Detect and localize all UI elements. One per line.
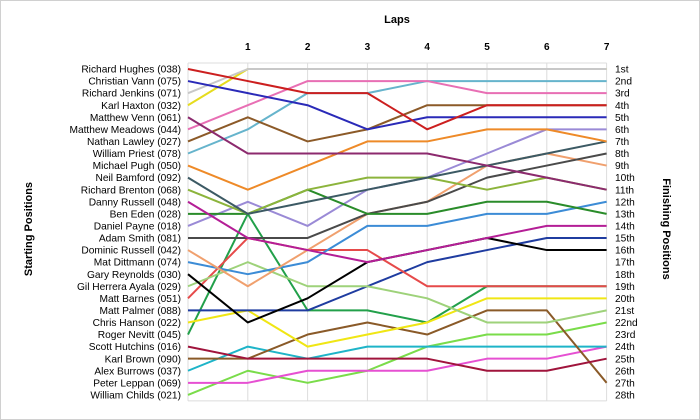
finishing-position-label: 2nd — [615, 77, 632, 88]
series-line-2 — [187, 80, 607, 131]
series-line-26 — [187, 345, 607, 372]
starting-position-label: Chris Hanson (022) — [93, 318, 181, 329]
starting-position-label: William Priest (078) — [93, 149, 181, 160]
finishing-position-label: 25th — [615, 354, 635, 365]
finishing-position-label: 4th — [615, 101, 629, 112]
finishing-position-labels: 1st2nd3rd4th5th6th7th8th9th10th11th12th1… — [615, 65, 638, 402]
right-axis-title: Finishing Positions — [660, 178, 672, 279]
starting-position-label: Matthew Meadows (044) — [69, 125, 181, 136]
starting-position-labels: Richard Hughes (038)Christian Vann (075)… — [69, 65, 181, 402]
finishing-position-label: 15th — [615, 234, 635, 245]
series-line-17 — [187, 200, 607, 276]
finishing-position-label: 7th — [615, 137, 629, 148]
finishing-position-label: 8th — [615, 149, 629, 160]
lap-tick-label: 6 — [544, 42, 550, 53]
series-line-9 — [187, 128, 607, 191]
finishing-position-label: 26th — [615, 366, 635, 377]
finishing-position-label: 10th — [615, 173, 635, 184]
starting-position-label: Danny Russell (048) — [89, 197, 181, 208]
starting-position-label: Roger Nevitt (045) — [98, 330, 181, 341]
finishing-position-label: 1st — [615, 65, 629, 76]
grid-layer — [187, 62, 608, 402]
series-layer — [187, 68, 608, 396]
left-axis-title: Starting Positions — [23, 182, 35, 276]
starting-position-label: Richard Brenton (068) — [81, 185, 181, 196]
series-line-3 — [187, 68, 607, 95]
finishing-position-label: 6th — [615, 125, 629, 136]
starting-position-label: Daniel Payne (018) — [94, 222, 181, 233]
starting-position-label: Ben Eden (028) — [110, 209, 181, 220]
series-line-5 — [187, 116, 607, 191]
starting-position-label: Alex Burrows (037) — [94, 366, 181, 377]
finishing-position-label: 22nd — [615, 318, 638, 329]
starting-position-label: Michael Pugh (050) — [93, 161, 181, 172]
series-line-10 — [187, 140, 607, 215]
series-line-12 — [187, 200, 607, 264]
finishing-position-label: 9th — [615, 161, 629, 172]
finishing-position-label: 3rd — [615, 89, 630, 100]
starting-position-label: Scott Hutchins (016) — [89, 342, 181, 353]
starting-position-label: Christian Vann (075) — [88, 77, 181, 88]
starting-position-label: Gil Herrera Ayala (029) — [77, 282, 181, 293]
starting-position-label: Richard Jenkins (071) — [82, 89, 181, 100]
lap-tick-label: 5 — [484, 42, 490, 53]
starting-position-label: Karl Brown (090) — [105, 354, 181, 365]
series-line-21 — [188, 236, 607, 312]
series-line-8 — [187, 80, 607, 155]
finishing-position-label: 16th — [615, 246, 635, 257]
finishing-position-label: 23rd — [615, 330, 636, 341]
finishing-position-label: 18th — [615, 270, 635, 281]
finishing-position-label: 12th — [615, 197, 635, 208]
starting-position-label: Karl Haxton (032) — [101, 101, 181, 112]
starting-position-label: Matthew Venn (061) — [90, 113, 181, 124]
starting-position-label: Dominic Russell (042) — [81, 246, 181, 257]
lap-tick-label: 7 — [604, 42, 610, 53]
finishing-position-label: 19th — [615, 282, 635, 293]
lap-tick-label: 3 — [365, 42, 371, 53]
series-line-11 — [187, 176, 607, 215]
x-axis-title: Laps — [384, 14, 410, 26]
starting-position-label: Adam Smith (081) — [99, 234, 181, 245]
finishing-position-label: 28th — [615, 390, 635, 401]
series-line-15 — [188, 152, 607, 239]
finishing-position-label: 11th — [615, 185, 634, 196]
finishing-position-label: 20th — [615, 294, 635, 305]
finishing-position-label: 14th — [615, 222, 635, 233]
starting-position-label: Neil Bamford (092) — [96, 173, 182, 184]
finishing-position-label: 24th — [615, 342, 635, 353]
series-line-22 — [187, 297, 607, 348]
starting-position-label: William Childs (021) — [90, 390, 181, 401]
starting-position-label: Peter Leppan (069) — [93, 378, 181, 389]
starting-position-label: Mat Dittmann (074) — [94, 258, 181, 269]
starting-position-label: Richard Hughes (038) — [81, 65, 181, 76]
finishing-position-label: 27th — [615, 378, 635, 389]
series-line-19 — [187, 261, 607, 324]
series-line-27 — [188, 345, 607, 384]
starting-position-label: Matt Palmer (088) — [99, 306, 181, 317]
finishing-position-label: 13th — [615, 209, 635, 220]
lap-tick-label: 2 — [305, 42, 311, 53]
series-line-6 — [187, 80, 607, 131]
series-line-24 — [187, 345, 607, 372]
series-line-1 — [187, 68, 607, 131]
starting-position-label: Gary Reynolds (030) — [87, 270, 181, 281]
starting-position-label: Matt Barnes (051) — [99, 294, 181, 305]
finishing-position-label: 21st — [615, 306, 634, 317]
lap-tick-label: 1 — [245, 42, 251, 53]
starting-position-label: Nathan Lawley (027) — [87, 137, 181, 148]
finishing-position-label: 5th — [615, 113, 629, 124]
lap-ticks: 1 2 3 4 5 6 7 — [245, 42, 610, 53]
lap-tick-label: 4 — [424, 42, 430, 53]
finishing-position-label: 17th — [615, 258, 635, 269]
